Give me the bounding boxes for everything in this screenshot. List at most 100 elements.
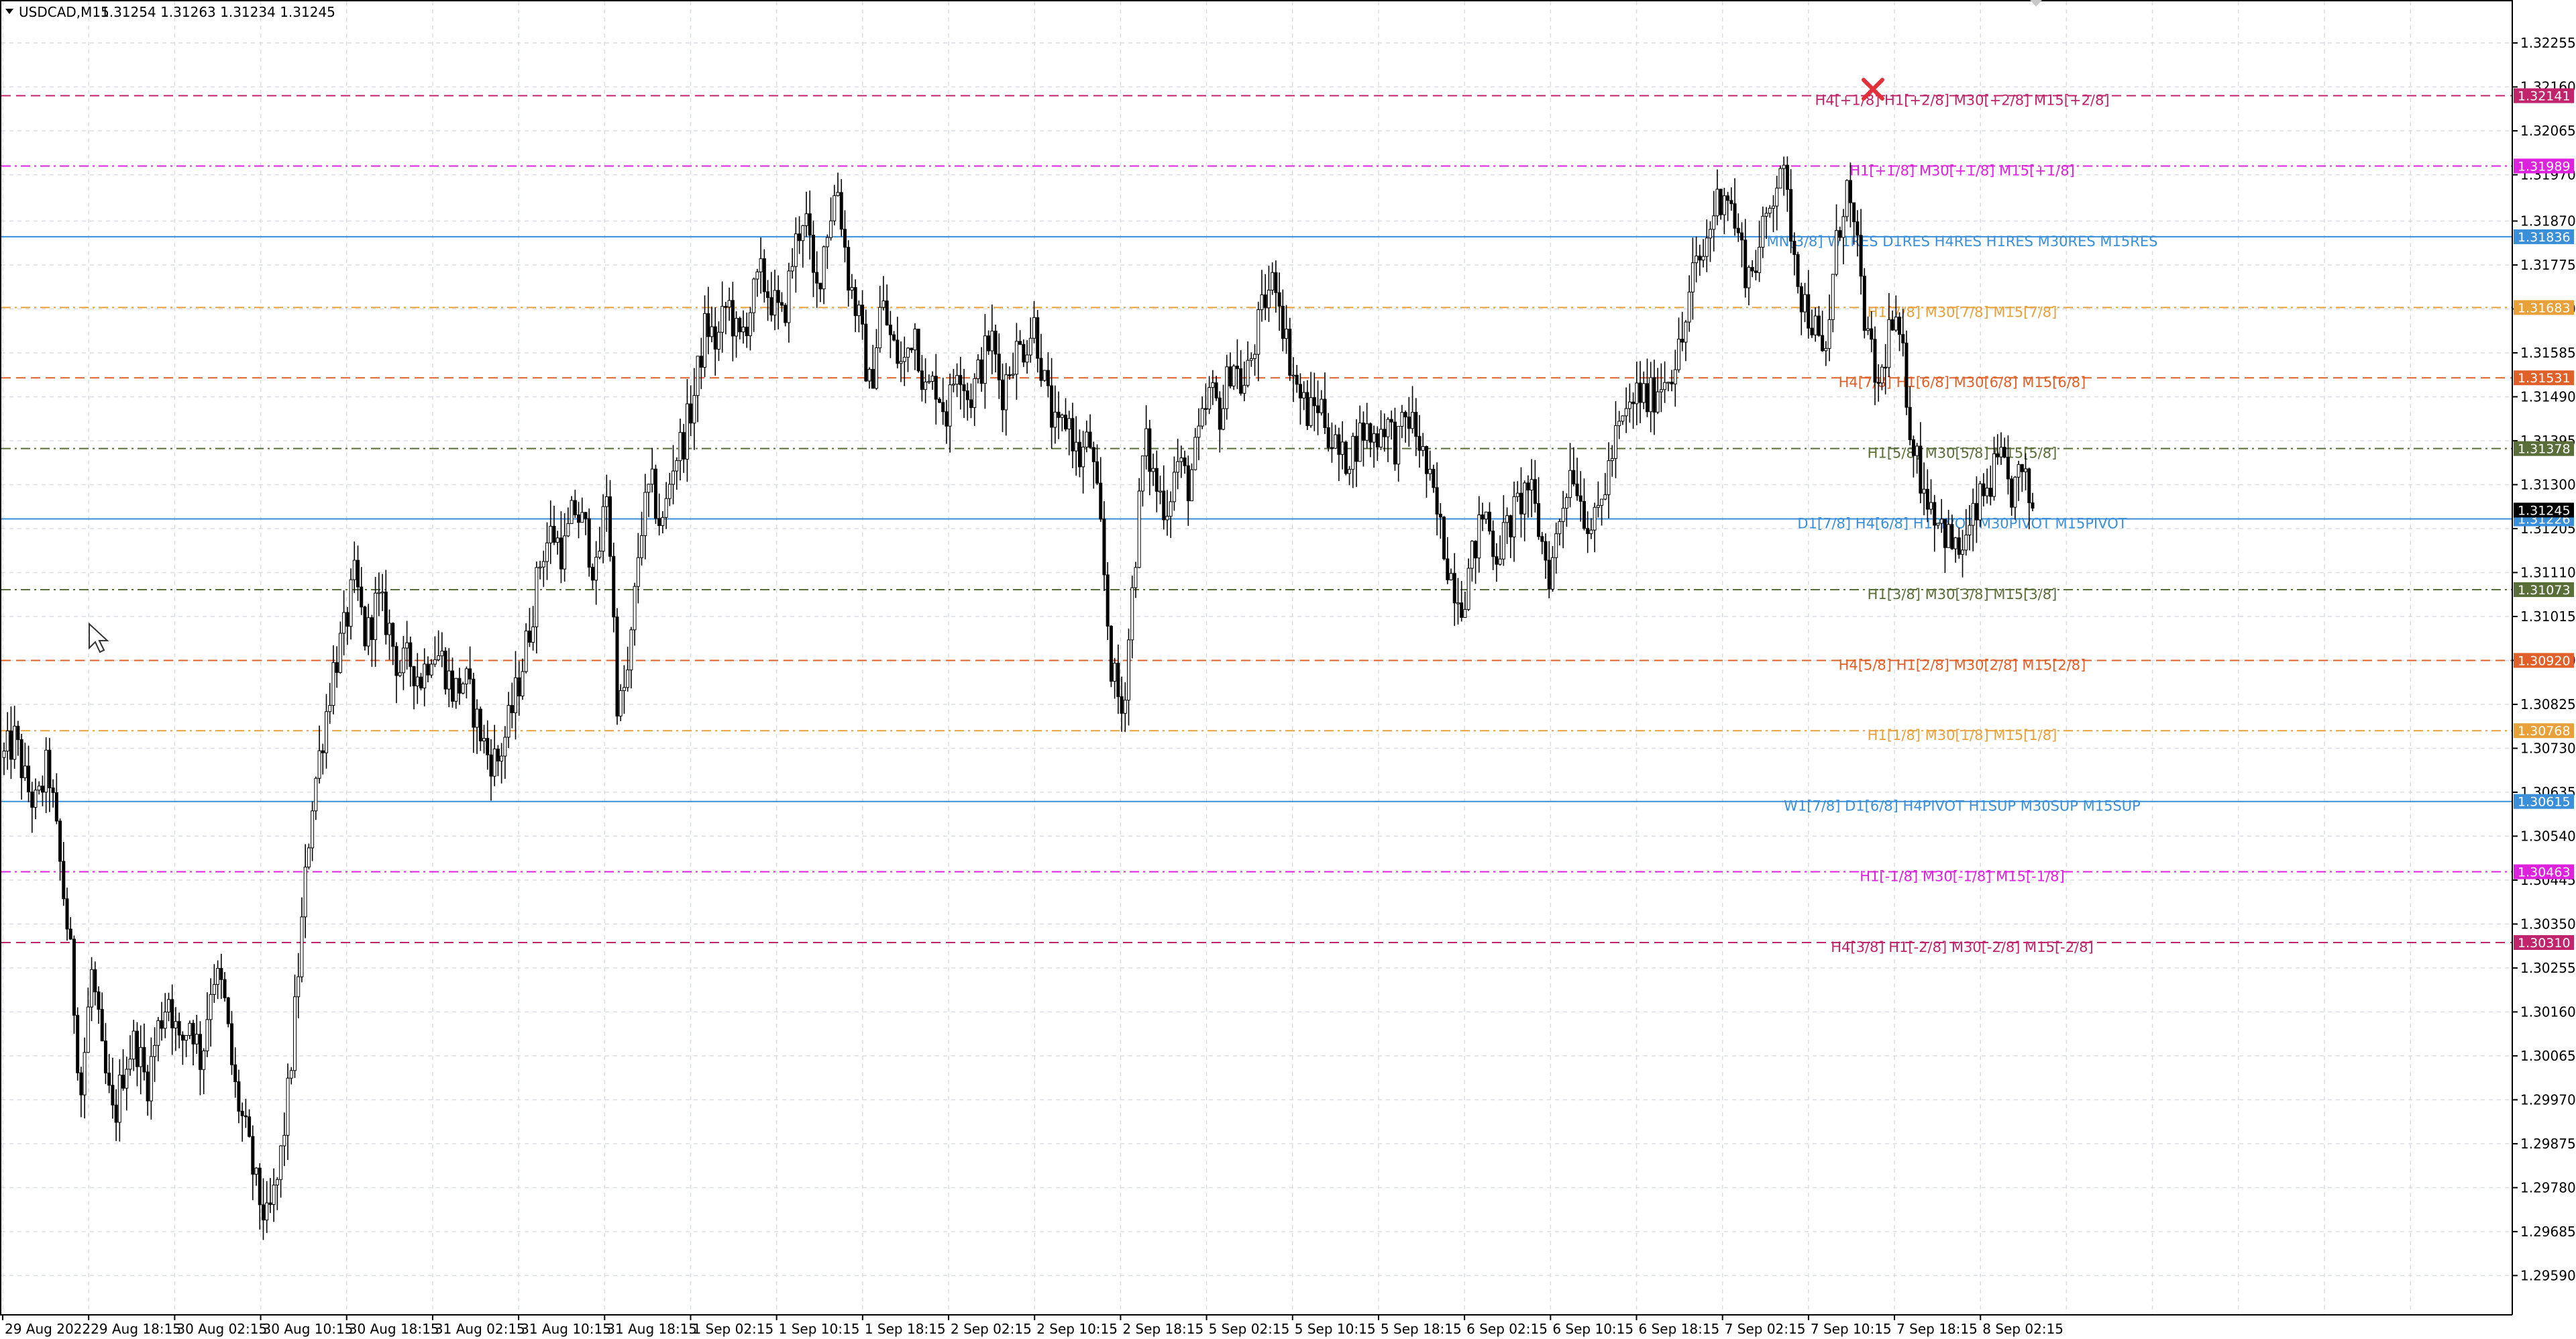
- candle-body: [1165, 515, 1169, 521]
- candle-body: [1974, 502, 1978, 521]
- candle-body: [405, 642, 409, 649]
- price-badge: [2514, 229, 2574, 244]
- y-tick-label: 1.32255: [2520, 35, 2576, 51]
- candle-body: [19, 739, 23, 778]
- price-badges: 1.32141 1.31989 1.31836 1.31683 1.31531 1.313…: [2514, 88, 2574, 951]
- candle-body: [1540, 536, 1544, 542]
- candle-body: [40, 786, 44, 793]
- candle-body: [51, 787, 55, 794]
- x-tick-label: 6 Sep 02:15: [1466, 1321, 1548, 1337]
- candle-body: [1050, 385, 1054, 428]
- candle-body: [1046, 370, 1050, 386]
- candle-body: [839, 192, 843, 230]
- candle-body: [272, 1184, 276, 1206]
- candle-body: [2027, 468, 2031, 504]
- candle-body: [1242, 384, 1246, 394]
- candle-body: [1421, 446, 1425, 451]
- candle-body: [54, 792, 58, 822]
- candle-body: [2010, 478, 2014, 508]
- candle-body: [1414, 412, 1418, 437]
- cross-icon[interactable]: [1862, 77, 1884, 101]
- candle-body: [1123, 700, 1127, 714]
- level-label: H1[+1/8] M30[+1/8] M15[+1/8]: [1849, 162, 2075, 178]
- candle-body: [1120, 696, 1124, 714]
- candle-body: [149, 1056, 153, 1102]
- candle-body: [443, 650, 447, 690]
- candle-body: [1526, 482, 1530, 491]
- candle-body: [1113, 663, 1117, 682]
- candle-body: [1361, 422, 1365, 441]
- candle-body: [401, 647, 405, 674]
- candle-body: [1929, 502, 1933, 510]
- candle-body: [27, 765, 31, 793]
- candle-body: [973, 378, 977, 409]
- price-badge-label: 1.31073: [2518, 583, 2571, 598]
- x-tick-label: 31 Aug 02:15: [435, 1321, 525, 1337]
- candle-body: [1438, 513, 1442, 518]
- candle-body: [678, 432, 682, 462]
- candle-body: [1768, 207, 1772, 214]
- candle-body: [48, 749, 52, 788]
- candle-body: [1000, 379, 1004, 411]
- candle-body: [1491, 531, 1495, 557]
- level-label: H4[5/8] H1[2/8] M30[2/8] M15[2/8]: [1839, 657, 2086, 673]
- candle-body: [836, 192, 840, 197]
- y-tick-label: 1.32065: [2520, 123, 2576, 139]
- candle-body: [945, 411, 949, 427]
- candle-body: [661, 517, 665, 526]
- candle-body: [289, 1070, 293, 1079]
- y-tick-label: 1.30255: [2520, 960, 2576, 976]
- candle-body: [1856, 221, 1860, 236]
- candle-body: [426, 663, 430, 676]
- candle-body: [766, 291, 770, 299]
- price-badge-label: 1.31531: [2518, 371, 2571, 386]
- candle-body: [30, 792, 34, 808]
- candle-body: [103, 1040, 107, 1073]
- candle-body: [1225, 366, 1229, 409]
- candle-body: [941, 402, 945, 413]
- candle-body: [692, 395, 696, 424]
- symbol-header[interactable]: USDCAD,M15 1.31254 1.31263 1.31234 1.312…: [5, 4, 335, 20]
- candle-body: [626, 670, 630, 688]
- candle-body: [924, 381, 928, 390]
- candle-body: [34, 790, 38, 808]
- quote-values: 1.31254 1.31263 1.31234 1.31245: [101, 4, 335, 20]
- candle-body: [784, 305, 788, 323]
- candle-body: [202, 1051, 206, 1070]
- candle-body: [590, 567, 594, 581]
- candle-body: [440, 650, 444, 657]
- candle-body: [1835, 230, 1839, 275]
- candle-body: [1589, 529, 1593, 535]
- candle-body: [888, 324, 892, 335]
- candle-body: [587, 518, 591, 568]
- candle-body: [1988, 488, 1992, 497]
- candle-body: [254, 1167, 258, 1175]
- candle-body: [948, 384, 952, 427]
- candle-body: [1582, 500, 1586, 529]
- candle-body: [535, 567, 539, 627]
- shift-handle-icon[interactable]: [2030, 0, 2042, 7]
- candle-body: [377, 592, 381, 594]
- candle-body: [959, 375, 963, 385]
- candle-body: [1740, 232, 1744, 241]
- candle-body: [1827, 319, 1831, 349]
- candle-body: [1695, 256, 1699, 264]
- candle-body: [1495, 556, 1499, 565]
- price-badge: [2514, 864, 2574, 879]
- candle-body: [566, 523, 570, 537]
- candle-body: [1698, 256, 1702, 261]
- x-tick-label: 1 Sep 10:15: [779, 1321, 860, 1337]
- price-badge-label: 1.30310: [2518, 936, 2571, 951]
- header-menu-triangle-icon[interactable]: [5, 9, 13, 14]
- candle-body: [100, 1009, 104, 1042]
- candle-body: [265, 1202, 269, 1221]
- level-label: D1[7/8] H4[6/8] H1PIVOT M30PIVOT M15PIVO…: [1797, 515, 2127, 531]
- candle-body: [324, 711, 328, 753]
- candle-body: [1772, 205, 1776, 209]
- candle-body: [415, 676, 419, 686]
- candle-body: [1754, 270, 1758, 273]
- candle-body: [209, 994, 213, 1020]
- price-badge-label: 1.31836: [2518, 230, 2571, 245]
